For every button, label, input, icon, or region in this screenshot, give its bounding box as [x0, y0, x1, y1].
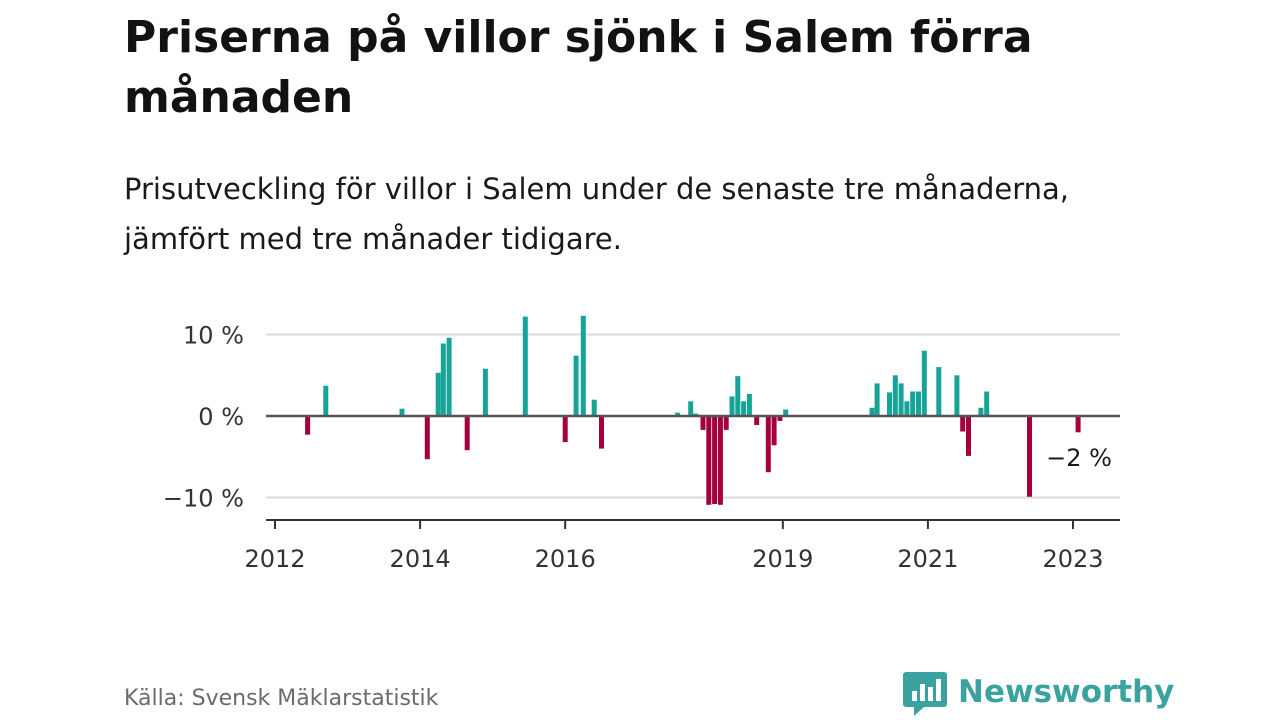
- annotations: −2 %: [1046, 444, 1112, 472]
- bar: [573, 355, 579, 416]
- bar: [675, 412, 681, 416]
- bar: [323, 385, 329, 416]
- bar: [921, 350, 927, 416]
- bar: [729, 396, 735, 416]
- bar: [522, 316, 528, 416]
- source-note: Källa: Svensk Mäklarstatistik: [124, 686, 439, 711]
- y-tick-label: 10 %: [183, 322, 244, 350]
- x-tick-label: 2021: [897, 545, 958, 573]
- bar: [869, 407, 875, 416]
- y-tick-label: −10 %: [163, 485, 244, 513]
- bar: [424, 416, 430, 460]
- x-tick-label: 2019: [752, 545, 813, 573]
- bar-chart: 10 % 0 % −10 % 2012 2014 2016 2019 2021 2023 −2 …: [163, 315, 1120, 574]
- bar: [978, 407, 984, 416]
- x-tick-label: 2014: [390, 545, 451, 573]
- bar: [887, 392, 892, 416]
- chart-subtitle: Prisutveckling för villor i Salem under …: [124, 172, 1069, 256]
- bar: [482, 368, 488, 416]
- bar: [984, 391, 990, 416]
- y-tick-label: 0 %: [198, 403, 244, 431]
- bar: [746, 394, 752, 416]
- bar: [741, 401, 747, 416]
- gridlines: [266, 333, 1120, 499]
- bar: [874, 383, 880, 416]
- x-tick-label: 2016: [535, 545, 596, 573]
- bar: [783, 409, 789, 416]
- bar: [1027, 416, 1032, 497]
- bar: [892, 375, 898, 417]
- bars: [305, 315, 1081, 505]
- logo-chat-chart-icon: [903, 672, 947, 716]
- latest-value-label: −2 %: [1046, 444, 1112, 472]
- bar: [562, 416, 568, 443]
- tick-labels: 10 % 0 % −10 % 2012 2014 2016 2019 2021 2023: [163, 322, 1104, 574]
- bar: [580, 315, 586, 416]
- bar: [735, 376, 741, 416]
- bar: [435, 372, 441, 416]
- bar: [599, 416, 604, 449]
- bar: [446, 337, 452, 416]
- bar: [910, 391, 916, 416]
- axes: [266, 519, 1120, 529]
- bar: [706, 416, 712, 505]
- bar: [440, 343, 446, 416]
- bar: [305, 416, 311, 435]
- bar: [966, 416, 971, 456]
- bar: [754, 416, 760, 425]
- bar: [916, 391, 921, 416]
- chart-title: Priserna på villor sjönk i Salem förra m…: [124, 12, 1033, 123]
- bar: [898, 383, 904, 416]
- bar: [688, 401, 694, 416]
- brand-name: Newsworthy: [958, 674, 1175, 710]
- x-tick-label: 2023: [1042, 545, 1103, 573]
- bar: [765, 416, 771, 473]
- bar: [1075, 416, 1081, 433]
- bar: [904, 401, 910, 416]
- bar: [399, 408, 405, 416]
- bar: [464, 416, 470, 451]
- bar: [700, 416, 706, 430]
- bar: [936, 367, 942, 416]
- bar: [960, 416, 966, 432]
- x-tick-label: 2012: [244, 545, 305, 573]
- bar: [777, 416, 783, 421]
- bar: [591, 399, 597, 416]
- bar: [717, 416, 723, 505]
- bar: [712, 416, 718, 504]
- bar: [771, 416, 777, 446]
- bar: [954, 375, 960, 417]
- bar: [723, 416, 729, 430]
